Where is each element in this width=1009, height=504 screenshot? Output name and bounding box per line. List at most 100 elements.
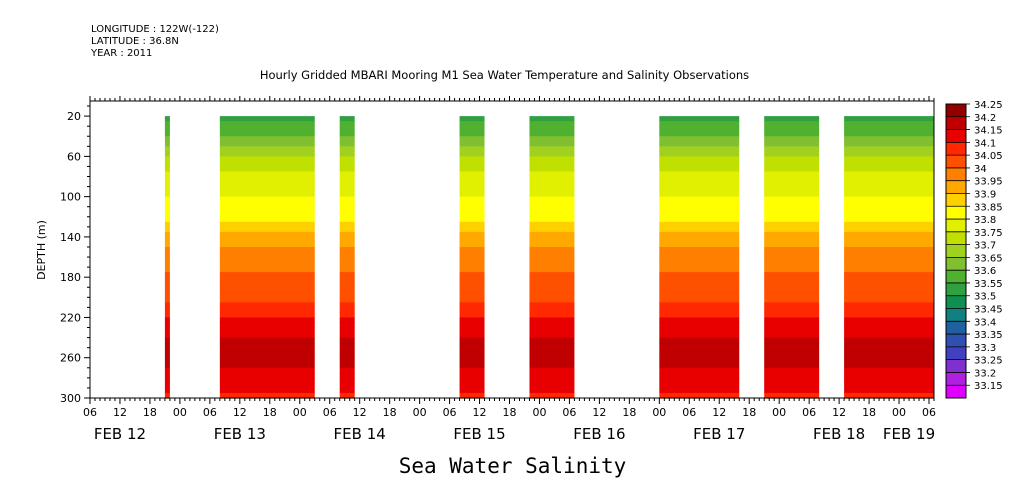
salinity-cell xyxy=(764,241,820,248)
salinity-cell xyxy=(844,277,934,283)
chart-caption: Sea Water Salinity xyxy=(398,454,627,478)
salinity-cell xyxy=(219,272,315,278)
data-segment xyxy=(764,116,820,399)
salinity-cell xyxy=(219,161,315,168)
salinity-cell xyxy=(844,241,934,248)
salinity-cell xyxy=(339,347,355,354)
data-segment xyxy=(459,116,485,399)
salinity-cell xyxy=(764,131,820,137)
salinity-cell xyxy=(459,131,485,137)
salinity-cell xyxy=(659,257,740,263)
salinity-cell xyxy=(164,302,170,308)
salinity-cell xyxy=(764,211,820,218)
salinity-cell xyxy=(529,382,575,389)
salinity-cell xyxy=(529,246,575,253)
salinity-cell xyxy=(459,141,485,147)
x-date-label: FEB 18 xyxy=(813,425,865,443)
salinity-cell xyxy=(164,226,170,233)
salinity-cell xyxy=(339,367,355,374)
data-segment xyxy=(659,116,740,399)
salinity-cell xyxy=(219,287,315,293)
salinity-cell xyxy=(219,186,315,193)
salinity-cell xyxy=(659,367,740,374)
salinity-cell xyxy=(659,362,740,369)
salinity-cell xyxy=(339,216,355,223)
salinity-cell xyxy=(459,292,485,298)
colorbar-label: 33.85 xyxy=(974,202,1003,213)
salinity-cell xyxy=(659,317,740,324)
salinity-cell xyxy=(844,257,934,263)
salinity-cell xyxy=(529,252,575,258)
salinity-cell xyxy=(764,146,820,152)
salinity-cell xyxy=(659,252,740,258)
salinity-cell xyxy=(459,277,485,283)
salinity-cell xyxy=(659,191,740,198)
salinity-cell xyxy=(844,387,934,394)
salinity-cell xyxy=(164,277,170,283)
colorbar-swatch xyxy=(946,155,966,169)
salinity-cell xyxy=(529,282,575,288)
salinity-cell xyxy=(164,246,170,253)
x-hour-label: 06 xyxy=(203,406,217,419)
salinity-cell xyxy=(164,171,170,178)
data-segment xyxy=(339,116,355,399)
salinity-cell xyxy=(529,392,575,399)
salinity-cell xyxy=(339,337,355,344)
salinity-cell xyxy=(659,161,740,168)
salinity-cell xyxy=(529,151,575,157)
colorbar-label: 33.5 xyxy=(974,292,996,303)
salinity-cell xyxy=(459,262,485,268)
colorbar-label: 33.25 xyxy=(974,356,1003,367)
salinity-cell xyxy=(339,186,355,193)
x-hour-label: 06 xyxy=(323,406,337,419)
salinity-cell xyxy=(764,252,820,258)
salinity-cell xyxy=(529,307,575,314)
colorbar-swatch xyxy=(946,206,966,220)
salinity-cell xyxy=(219,126,315,132)
salinity-cell xyxy=(529,377,575,384)
salinity-cell xyxy=(844,252,934,258)
salinity-cell xyxy=(219,252,315,258)
salinity-cell xyxy=(659,272,740,278)
colorbar-label: 33.95 xyxy=(974,177,1003,188)
salinity-cell xyxy=(659,206,740,213)
salinity-cell xyxy=(844,372,934,379)
salinity-cell xyxy=(659,307,740,314)
x-date-label: FEB 19 xyxy=(883,425,935,443)
salinity-cell xyxy=(844,327,934,334)
salinity-cell xyxy=(164,166,170,173)
salinity-cell xyxy=(219,156,315,163)
x-hour-label: 00 xyxy=(413,406,427,419)
salinity-cell xyxy=(459,226,485,233)
salinity-cell xyxy=(529,267,575,273)
salinity-cell xyxy=(459,307,485,314)
colorbar-label: 33.15 xyxy=(974,381,1003,392)
colorbar-swatch xyxy=(946,346,966,361)
salinity-cell xyxy=(844,206,934,213)
salinity-cell xyxy=(844,262,934,268)
salinity-cell xyxy=(219,327,315,334)
colorbar-label: 33.65 xyxy=(974,253,1003,264)
salinity-cell xyxy=(764,121,820,127)
salinity-cell xyxy=(164,186,170,193)
salinity-cell xyxy=(459,302,485,308)
salinity-cell xyxy=(219,176,315,183)
salinity-cell xyxy=(529,327,575,334)
x-date-label: FEB 15 xyxy=(453,425,505,443)
salinity-cell xyxy=(529,186,575,193)
salinity-cell xyxy=(844,322,934,329)
salinity-cell xyxy=(529,161,575,168)
salinity-cell xyxy=(659,231,740,238)
colorbar-swatch xyxy=(946,385,966,399)
salinity-cell xyxy=(459,327,485,334)
salinity-cell xyxy=(659,176,740,183)
salinity-cell xyxy=(764,387,820,394)
salinity-cell xyxy=(659,181,740,188)
salinity-cell xyxy=(339,121,355,127)
salinity-cell xyxy=(339,126,355,132)
salinity-cell xyxy=(764,327,820,334)
salinity-cell xyxy=(659,262,740,268)
salinity-cell xyxy=(764,312,820,319)
salinity-cell xyxy=(459,362,485,369)
